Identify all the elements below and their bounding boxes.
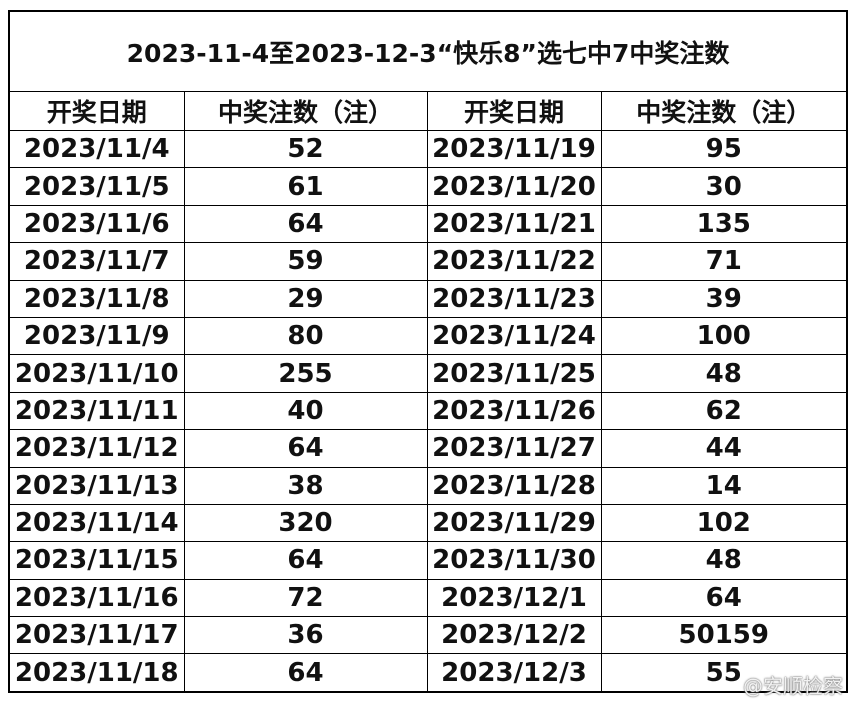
date-cell: 2023/11/25 [426,354,602,393]
count-cell: 135 [600,204,848,244]
count-cell: 36 [183,616,428,655]
count-cell: 14 [600,466,848,505]
count-cell: 64 [183,653,428,693]
count-cell: 100 [600,316,848,356]
table-row: 2023/11/18 64 2023/12/3 55 [8,653,848,693]
header-date: 开奖日期 [8,91,185,131]
table-row: 2023/11/7 59 2023/11/22 71 [8,242,848,281]
date-cell: 2023/11/30 [426,541,602,580]
count-cell: 48 [600,354,848,393]
count-cell: 39 [600,279,848,318]
date-cell: 2023/11/15 [8,541,185,580]
table-row: 2023/11/10 255 2023/11/25 48 [8,354,848,393]
date-cell: 2023/11/27 [426,429,602,468]
count-cell: 72 [183,578,428,618]
date-cell: 2023/11/22 [426,242,602,281]
table-row: 2023/11/12 64 2023/11/27 44 [8,429,848,468]
watermark: @安顺检察 [743,674,843,698]
header-row: 开奖日期 中奖注数（注） 开奖日期 中奖注数（注） [8,91,848,131]
date-cell: 2023/11/12 [8,429,185,468]
count-cell: 80 [183,316,428,356]
count-cell: 52 [183,129,428,169]
table-row: 2023/11/16 72 2023/12/1 64 [8,578,848,618]
date-cell: 2023/11/13 [8,466,185,505]
title-row: 2023-11-4至2023-12-3“快乐8”选七中7中奖注数 [8,10,848,92]
table-title: 2023-11-4至2023-12-3“快乐8”选七中7中奖注数 [8,10,848,92]
date-cell: 2023/11/11 [8,391,185,431]
count-cell: 40 [183,391,428,431]
date-cell: 2023/11/24 [426,316,602,356]
count-cell: 64 [183,541,428,580]
table-row: 2023/11/14 320 2023/11/29 102 [8,503,848,543]
date-cell: 2023/12/3 [426,653,602,693]
count-cell: 62 [600,391,848,431]
count-cell: 255 [183,354,428,393]
count-cell: 64 [183,204,428,244]
table-row: 2023/11/8 29 2023/11/23 39 [8,279,848,318]
count-cell: 71 [600,242,848,281]
date-cell: 2023/12/2 [426,616,602,655]
date-cell: 2023/11/29 [426,503,602,543]
date-cell: 2023/11/4 [8,129,185,169]
count-cell: 44 [600,429,848,468]
count-cell: 48 [600,541,848,580]
count-cell: 61 [183,167,428,206]
date-cell: 2023/11/5 [8,167,185,206]
table-row: 2023/11/13 38 2023/11/28 14 [8,466,848,505]
count-cell: 95 [600,129,848,169]
count-cell: 64 [183,429,428,468]
header-count: 中奖注数（注） [600,91,848,131]
header-count: 中奖注数（注） [183,91,428,131]
table-row: 2023/11/4 52 2023/11/19 95 [8,129,848,169]
date-cell: 2023/11/18 [8,653,185,693]
table-row: 2023/11/6 64 2023/11/21 135 [8,204,848,244]
table-row: 2023/11/11 40 2023/11/26 62 [8,391,848,431]
date-cell: 2023/11/21 [426,204,602,244]
count-cell: 38 [183,466,428,505]
date-cell: 2023/11/10 [8,354,185,393]
table-row: 2023/11/17 36 2023/12/2 50159 [8,616,848,655]
lottery-table: 2023-11-4至2023-12-3“快乐8”选七中7中奖注数 开奖日期 中奖… [8,10,848,693]
table-row: 2023/11/15 64 2023/11/30 48 [8,541,848,580]
date-cell: 2023/11/26 [426,391,602,431]
count-cell: 64 [600,578,848,618]
table-row: 2023/11/9 80 2023/11/24 100 [8,316,848,356]
count-cell: 30 [600,167,848,206]
date-cell: 2023/11/7 [8,242,185,281]
count-cell: 29 [183,279,428,318]
date-cell: 2023/11/9 [8,316,185,356]
date-cell: 2023/11/14 [8,503,185,543]
count-cell: 55 [600,653,848,693]
date-cell: 2023/11/20 [426,167,602,206]
header-date: 开奖日期 [426,91,602,131]
count-cell: 59 [183,242,428,281]
count-cell: 320 [183,503,428,543]
table-row: 2023/11/5 61 2023/11/20 30 [8,167,848,206]
date-cell: 2023/11/28 [426,466,602,505]
date-cell: 2023/11/8 [8,279,185,318]
date-cell: 2023/11/6 [8,204,185,244]
date-cell: 2023/11/23 [426,279,602,318]
date-cell: 2023/11/19 [426,129,602,169]
count-cell: 102 [600,503,848,543]
count-cell: 50159 [600,616,848,655]
date-cell: 2023/11/16 [8,578,185,618]
date-cell: 2023/11/17 [8,616,185,655]
date-cell: 2023/12/1 [426,578,602,618]
